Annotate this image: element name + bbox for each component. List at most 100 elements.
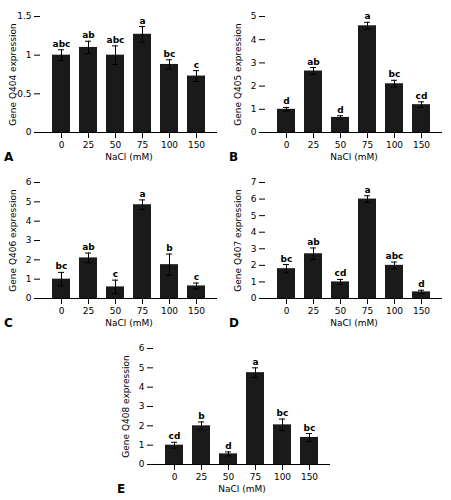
svg-text:1: 1 <box>26 50 32 60</box>
svg-text:a: a <box>364 185 370 195</box>
svg-text:NaCl (mM): NaCl (mM) <box>105 318 152 328</box>
svg-text:a: a <box>364 11 370 21</box>
svg-text:1: 1 <box>251 104 257 114</box>
svg-text:5: 5 <box>251 211 257 221</box>
svg-text:150: 150 <box>301 472 318 482</box>
svg-text:100: 100 <box>161 306 178 316</box>
svg-text:bc: bc <box>281 254 293 264</box>
svg-text:bc: bc <box>277 408 289 418</box>
svg-text:150: 150 <box>188 140 205 150</box>
svg-text:ab: ab <box>82 242 95 252</box>
svg-text:b: b <box>198 411 205 421</box>
svg-text:4: 4 <box>251 35 257 45</box>
svg-text:cd: cd <box>335 268 347 278</box>
svg-text:Gene Q406 expression: Gene Q406 expression <box>8 189 18 291</box>
svg-text:2: 2 <box>251 260 257 270</box>
svg-text:100: 100 <box>274 472 291 482</box>
svg-text:2: 2 <box>139 421 145 431</box>
svg-text:150: 150 <box>413 140 430 150</box>
svg-text:0: 0 <box>284 306 290 316</box>
svg-text:NaCl (mM): NaCl (mM) <box>330 318 377 328</box>
svg-text:3: 3 <box>251 58 257 68</box>
svg-text:25: 25 <box>83 306 94 316</box>
svg-text:100: 100 <box>386 140 403 150</box>
svg-text:3: 3 <box>26 235 32 245</box>
svg-text:4: 4 <box>251 227 257 237</box>
svg-text:100: 100 <box>161 140 178 150</box>
svg-text:75: 75 <box>250 472 261 482</box>
svg-text:0: 0 <box>251 127 257 137</box>
svg-text:6: 6 <box>26 177 32 187</box>
svg-text:bc: bc <box>56 261 68 271</box>
svg-text:d: d <box>418 279 424 289</box>
svg-text:2: 2 <box>251 81 257 91</box>
svg-text:abc: abc <box>53 39 71 49</box>
svg-text:c: c <box>194 272 199 282</box>
svg-text:50: 50 <box>223 472 235 482</box>
svg-text:75: 75 <box>362 306 373 316</box>
svg-text:25: 25 <box>308 140 319 150</box>
svg-text:0.5: 0.5 <box>17 89 31 99</box>
svg-text:25: 25 <box>308 306 319 316</box>
svg-text:cd: cd <box>416 91 428 101</box>
svg-text:0: 0 <box>26 293 32 303</box>
svg-text:75: 75 <box>137 140 148 150</box>
svg-text:abc: abc <box>107 35 125 45</box>
svg-text:25: 25 <box>196 472 207 482</box>
svg-text:50: 50 <box>335 306 347 316</box>
svg-text:75: 75 <box>362 140 373 150</box>
svg-text:0: 0 <box>59 306 65 316</box>
svg-text:1: 1 <box>139 440 145 450</box>
svg-text:Gene Q408 expression: Gene Q408 expression <box>121 355 131 457</box>
svg-text:bc: bc <box>389 69 401 79</box>
svg-text:bc: bc <box>164 49 176 59</box>
svg-text:d: d <box>283 96 289 106</box>
svg-text:0: 0 <box>251 293 257 303</box>
svg-text:NaCl (mM): NaCl (mM) <box>218 484 265 494</box>
svg-text:abc: abc <box>386 251 404 261</box>
svg-text:0: 0 <box>59 140 65 150</box>
svg-text:Gene Q404 expression: Gene Q404 expression <box>8 23 18 125</box>
svg-text:6: 6 <box>251 194 257 204</box>
svg-text:25: 25 <box>83 140 94 150</box>
svg-text:d: d <box>337 105 343 115</box>
svg-text:3: 3 <box>251 244 257 254</box>
svg-text:0: 0 <box>284 140 290 150</box>
svg-text:NaCl (mM): NaCl (mM) <box>105 152 152 162</box>
svg-text:ab: ab <box>307 57 320 67</box>
svg-text:bc: bc <box>304 423 316 433</box>
svg-text:a: a <box>139 189 145 199</box>
svg-text:6: 6 <box>139 343 145 353</box>
svg-text:cd: cd <box>169 431 181 441</box>
svg-text:4: 4 <box>26 216 32 226</box>
svg-text:c: c <box>113 269 118 279</box>
svg-text:5: 5 <box>26 197 32 207</box>
svg-text:0: 0 <box>26 127 32 137</box>
svg-text:3: 3 <box>139 401 145 411</box>
svg-text:a: a <box>139 16 145 26</box>
svg-text:50: 50 <box>110 140 122 150</box>
svg-text:Gene Q407 expression: Gene Q407 expression <box>233 189 243 291</box>
svg-text:50: 50 <box>335 140 347 150</box>
svg-text:50: 50 <box>110 306 122 316</box>
svg-text:100: 100 <box>386 306 403 316</box>
svg-text:ab: ab <box>82 30 95 40</box>
svg-text:b: b <box>166 243 173 253</box>
svg-text:d: d <box>225 441 231 451</box>
svg-text:NaCl (mM): NaCl (mM) <box>330 152 377 162</box>
svg-text:1: 1 <box>251 277 257 287</box>
svg-text:ab: ab <box>307 237 320 247</box>
svg-text:1: 1 <box>26 274 32 284</box>
svg-text:a: a <box>252 357 258 367</box>
svg-text:c: c <box>194 60 199 70</box>
svg-text:150: 150 <box>413 306 430 316</box>
svg-text:0: 0 <box>172 472 178 482</box>
svg-text:0: 0 <box>139 459 145 469</box>
svg-text:7: 7 <box>251 177 257 187</box>
svg-text:Gene Q405 expression: Gene Q405 expression <box>233 23 243 125</box>
svg-text:4: 4 <box>139 382 145 392</box>
svg-text:150: 150 <box>188 306 205 316</box>
svg-text:1.5: 1.5 <box>17 11 31 21</box>
svg-text:75: 75 <box>137 306 148 316</box>
svg-text:2: 2 <box>26 255 32 265</box>
